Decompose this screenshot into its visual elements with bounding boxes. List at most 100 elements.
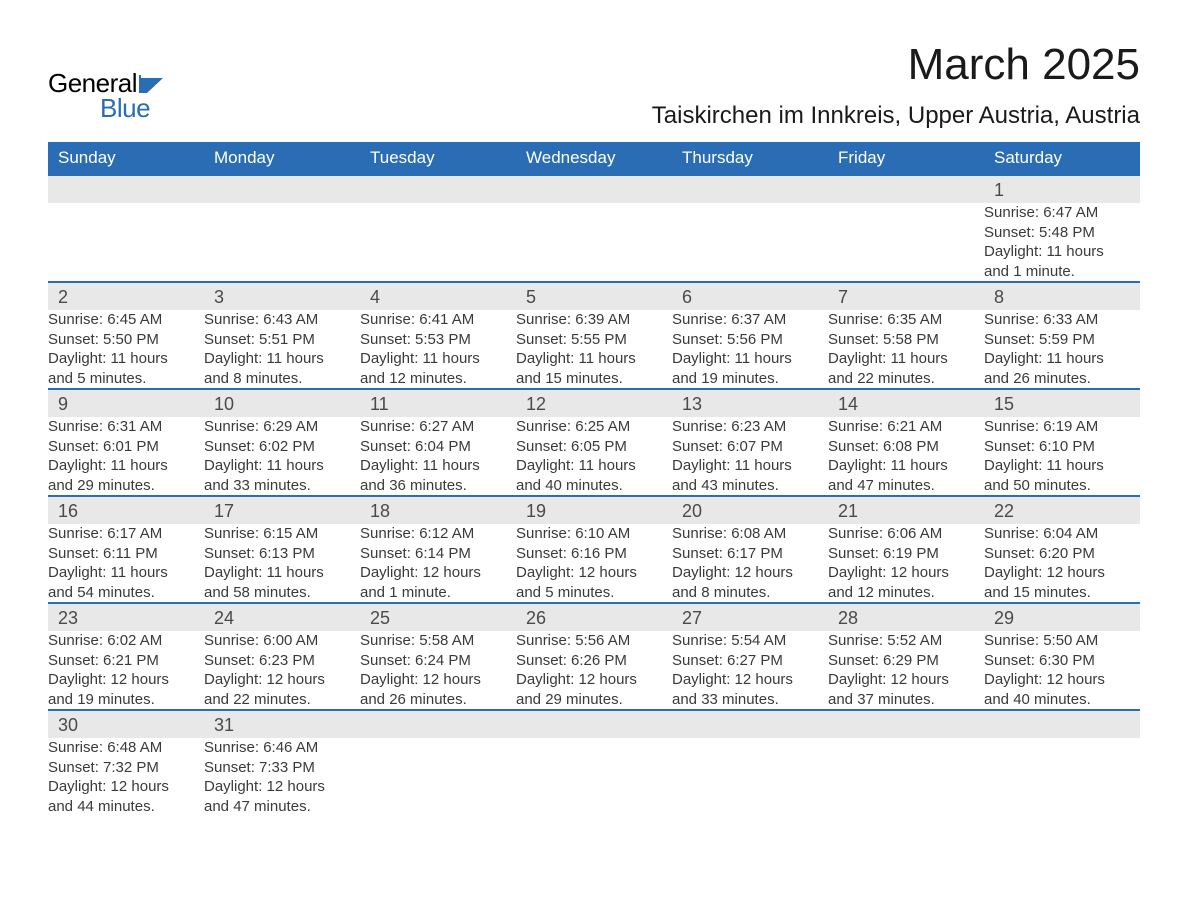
day-daylight1: Daylight: 12 hours bbox=[516, 563, 672, 583]
title-block: March 2025 Taiskirchen im Innkreis, Uppe… bbox=[652, 40, 1140, 130]
day-number: 21 bbox=[828, 497, 984, 524]
day-daylight1: Daylight: 11 hours bbox=[204, 349, 360, 369]
day-content-cell: Sunrise: 6:27 AMSunset: 6:04 PMDaylight:… bbox=[360, 417, 516, 496]
day-sunset: Sunset: 5:48 PM bbox=[984, 223, 1140, 243]
day-number: 22 bbox=[984, 497, 1140, 524]
day-daylight1: Daylight: 12 hours bbox=[984, 563, 1140, 583]
day-sunset: Sunset: 6:20 PM bbox=[984, 544, 1140, 564]
day-daylight2: and 15 minutes. bbox=[516, 369, 672, 389]
day-daylight2: and 40 minutes. bbox=[984, 690, 1140, 710]
day-daylight2: and 50 minutes. bbox=[984, 476, 1140, 496]
day-number: 9 bbox=[48, 390, 204, 417]
day-content-cell: Sunrise: 6:02 AMSunset: 6:21 PMDaylight:… bbox=[48, 631, 204, 710]
day-sunrise: Sunrise: 6:12 AM bbox=[360, 524, 516, 544]
day-sunrise: Sunrise: 6:31 AM bbox=[48, 417, 204, 437]
day-sunrise: Sunrise: 6:06 AM bbox=[828, 524, 984, 544]
day-daylight1: Daylight: 11 hours bbox=[672, 456, 828, 476]
weekday-header: Friday bbox=[828, 142, 984, 175]
day-number: 1 bbox=[984, 176, 1140, 203]
day-sunset: Sunset: 6:24 PM bbox=[360, 651, 516, 671]
day-sunset: Sunset: 5:50 PM bbox=[48, 330, 204, 350]
day-number: 24 bbox=[204, 604, 360, 631]
day-content-cell bbox=[672, 203, 828, 282]
day-number-cell bbox=[48, 175, 204, 203]
day-content-cell: Sunrise: 5:52 AMSunset: 6:29 PMDaylight:… bbox=[828, 631, 984, 710]
day-number-cell: 5 bbox=[516, 282, 672, 310]
day-number: 26 bbox=[516, 604, 672, 631]
day-content-cell: Sunrise: 6:31 AMSunset: 6:01 PMDaylight:… bbox=[48, 417, 204, 496]
day-daylight2: and 44 minutes. bbox=[48, 797, 204, 817]
day-number: 17 bbox=[204, 497, 360, 524]
day-number-cell: 25 bbox=[360, 603, 516, 631]
day-content-cell: Sunrise: 5:50 AMSunset: 6:30 PMDaylight:… bbox=[984, 631, 1140, 710]
day-content-cell: Sunrise: 6:45 AMSunset: 5:50 PMDaylight:… bbox=[48, 310, 204, 389]
day-sunset: Sunset: 5:55 PM bbox=[516, 330, 672, 350]
day-daylight2: and 19 minutes. bbox=[672, 369, 828, 389]
day-daylight1: Daylight: 11 hours bbox=[672, 349, 828, 369]
day-sunset: Sunset: 6:07 PM bbox=[672, 437, 828, 457]
day-daylight2: and 8 minutes. bbox=[204, 369, 360, 389]
day-sunrise: Sunrise: 5:50 AM bbox=[984, 631, 1140, 651]
day-daylight1: Daylight: 12 hours bbox=[204, 777, 360, 797]
day-content-cell: Sunrise: 5:56 AMSunset: 6:26 PMDaylight:… bbox=[516, 631, 672, 710]
day-sunset: Sunset: 7:32 PM bbox=[48, 758, 204, 778]
day-daylight2: and 54 minutes. bbox=[48, 583, 204, 603]
day-number-cell: 21 bbox=[828, 496, 984, 524]
day-content-cell: Sunrise: 5:54 AMSunset: 6:27 PMDaylight:… bbox=[672, 631, 828, 710]
day-number: 5 bbox=[516, 283, 672, 310]
day-sunset: Sunset: 6:14 PM bbox=[360, 544, 516, 564]
day-daylight1: Daylight: 12 hours bbox=[672, 563, 828, 583]
day-daylight2: and 15 minutes. bbox=[984, 583, 1140, 603]
day-number: 31 bbox=[204, 711, 360, 738]
day-daylight1: Daylight: 11 hours bbox=[204, 456, 360, 476]
day-daylight2: and 43 minutes. bbox=[672, 476, 828, 496]
day-number: 23 bbox=[48, 604, 204, 631]
day-number-cell: 26 bbox=[516, 603, 672, 631]
day-sunrise: Sunrise: 6:39 AM bbox=[516, 310, 672, 330]
day-number: 4 bbox=[360, 283, 516, 310]
day-daylight2: and 26 minutes. bbox=[360, 690, 516, 710]
day-sunrise: Sunrise: 6:48 AM bbox=[48, 738, 204, 758]
day-daylight2: and 12 minutes. bbox=[828, 583, 984, 603]
day-daylight2: and 29 minutes. bbox=[48, 476, 204, 496]
day-number-row: 16171819202122 bbox=[48, 496, 1140, 524]
day-number-cell: 29 bbox=[984, 603, 1140, 631]
day-content-cell bbox=[828, 738, 984, 816]
day-daylight1: Daylight: 11 hours bbox=[828, 456, 984, 476]
day-content-cell: Sunrise: 5:58 AMSunset: 6:24 PMDaylight:… bbox=[360, 631, 516, 710]
day-content-cell: Sunrise: 6:47 AMSunset: 5:48 PMDaylight:… bbox=[984, 203, 1140, 282]
day-number-cell bbox=[516, 175, 672, 203]
day-number: 18 bbox=[360, 497, 516, 524]
flag-icon bbox=[139, 75, 163, 93]
weekday-header: Monday bbox=[204, 142, 360, 175]
day-daylight1: Daylight: 12 hours bbox=[360, 563, 516, 583]
day-number-cell bbox=[516, 710, 672, 738]
day-content-cell: Sunrise: 6:29 AMSunset: 6:02 PMDaylight:… bbox=[204, 417, 360, 496]
day-number-row: 1 bbox=[48, 175, 1140, 203]
day-content-cell: Sunrise: 6:35 AMSunset: 5:58 PMDaylight:… bbox=[828, 310, 984, 389]
day-sunrise: Sunrise: 6:37 AM bbox=[672, 310, 828, 330]
day-number: 7 bbox=[828, 283, 984, 310]
day-sunrise: Sunrise: 6:45 AM bbox=[48, 310, 204, 330]
day-content-cell: Sunrise: 6:08 AMSunset: 6:17 PMDaylight:… bbox=[672, 524, 828, 603]
day-daylight2: and 19 minutes. bbox=[48, 690, 204, 710]
day-daylight1: Daylight: 11 hours bbox=[984, 456, 1140, 476]
day-sunrise: Sunrise: 6:08 AM bbox=[672, 524, 828, 544]
day-sunset: Sunset: 6:04 PM bbox=[360, 437, 516, 457]
day-sunrise: Sunrise: 6:00 AM bbox=[204, 631, 360, 651]
day-sunset: Sunset: 6:02 PM bbox=[204, 437, 360, 457]
day-sunrise: Sunrise: 5:52 AM bbox=[828, 631, 984, 651]
day-content-row: Sunrise: 6:17 AMSunset: 6:11 PMDaylight:… bbox=[48, 524, 1140, 603]
day-content-cell: Sunrise: 6:41 AMSunset: 5:53 PMDaylight:… bbox=[360, 310, 516, 389]
day-content-cell bbox=[672, 738, 828, 816]
day-daylight2: and 22 minutes. bbox=[828, 369, 984, 389]
day-number-cell: 6 bbox=[672, 282, 828, 310]
day-number: 20 bbox=[672, 497, 828, 524]
day-sunrise: Sunrise: 6:29 AM bbox=[204, 417, 360, 437]
day-number: 14 bbox=[828, 390, 984, 417]
day-number-cell: 8 bbox=[984, 282, 1140, 310]
logo-text-blue: Blue bbox=[100, 93, 150, 124]
day-sunset: Sunset: 6:17 PM bbox=[672, 544, 828, 564]
day-daylight2: and 8 minutes. bbox=[672, 583, 828, 603]
day-content-cell: Sunrise: 6:21 AMSunset: 6:08 PMDaylight:… bbox=[828, 417, 984, 496]
